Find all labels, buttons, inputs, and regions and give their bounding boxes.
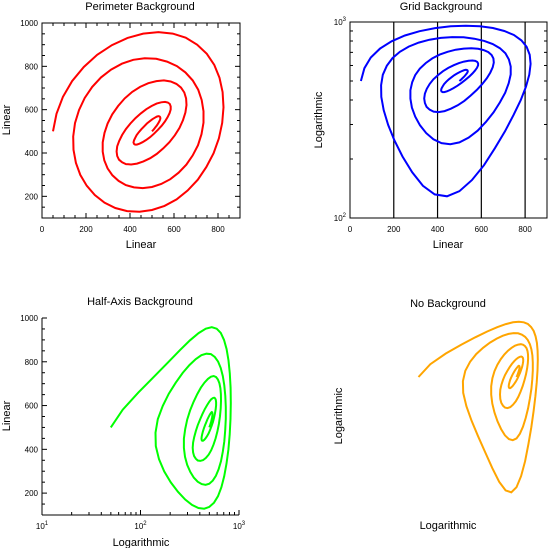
y-tick-label: 102 [334,213,347,223]
plot-frame [349,21,548,219]
x-tick-label: 800 [518,225,532,234]
panel-half-axis: Half-Axis Background 101 102 103 200 400 600… [1,296,246,548]
x-tick-label: 200 [79,225,93,234]
panel-perimeter: Perimeter Background 0 200 400 600 800 200 40… [1,1,241,251]
x-tick-label: 0 [348,225,353,234]
y-tick-label: 200 [25,489,39,498]
y-axis-label: Logarithmic [333,387,345,444]
spiral-line-blue [359,24,532,198]
chart-title: Half-Axis Background [87,296,193,308]
y-axis-label: Linear [1,104,13,135]
chart-title: Grid Background [400,1,483,13]
spiral-line-red [52,31,225,213]
x-tick-label: 600 [475,225,489,234]
x-tick-label: 0 [40,225,45,234]
panel-no-background: No Background Logarithmic Logarithmic [333,298,539,532]
x-axis-label: Linear [126,239,157,251]
y-tick-label: 1000 [20,19,38,28]
x-tick-label: 101 [36,521,49,531]
y-tick-label: 800 [25,358,39,367]
x-tick-label: 600 [167,225,181,234]
chart-title: No Background [410,298,486,310]
x-tick-label: 400 [123,225,137,234]
chart-title: Perimeter Background [85,1,194,13]
y-axis-label: Logarithmic [313,91,325,148]
y-tick-label: 400 [25,445,39,454]
x-axis-label: Linear [433,239,464,251]
y-tick-label: 1000 [20,314,38,323]
x-tick-label: 400 [431,225,445,234]
x-tick-label: 103 [233,521,246,531]
x-tick-label: 800 [211,225,225,234]
x-ticks: 101 102 103 [36,510,246,531]
spiral-line-orange [417,320,539,494]
x-ticks: 0 200 400 600 800 [40,23,241,234]
y-tick-label: 600 [25,106,39,115]
x-axis-label: Logarithmic [113,537,170,548]
x-tick-label: 200 [387,225,401,234]
y-ticks: 200 400 600 800 1000 [20,314,47,516]
x-axis-label: Logarithmic [420,520,477,532]
y-ticks: 200 400 600 800 1000 [20,19,240,219]
panel-grid: Grid Background 0 200 400 600 800 102 103 Lin… [313,1,548,251]
spiral-line-green [109,326,232,510]
y-ticks: 102 103 [334,17,547,223]
y-tick-label: 800 [25,62,39,71]
grid-lines [393,22,526,218]
x-ticks: 0 200 400 600 800 [348,225,533,234]
y-tick-label: 400 [25,149,39,158]
y-tick-label: 200 [25,192,39,201]
y-tick-label: 103 [334,17,347,27]
y-tick-label: 600 [25,402,39,411]
x-tick-label: 102 [134,521,147,531]
y-axis-label: Linear [1,400,13,431]
